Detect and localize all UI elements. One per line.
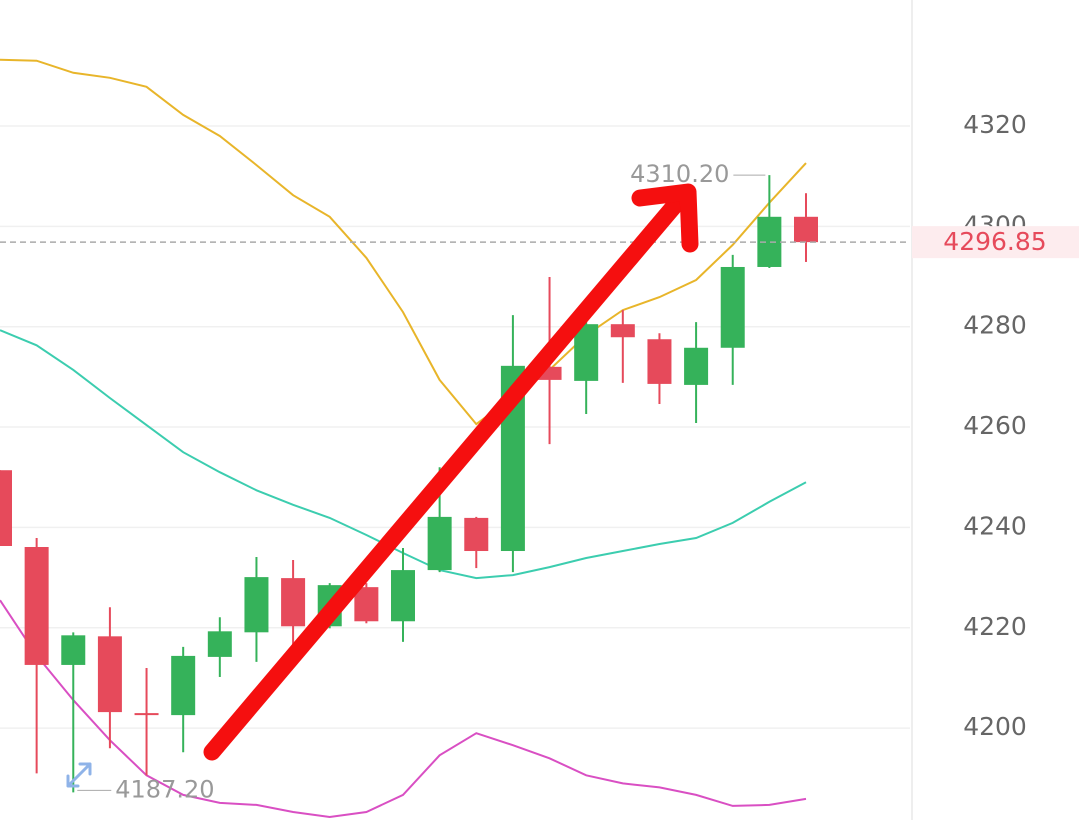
annotation-label: 4187.20	[115, 775, 214, 803]
last-price-tag	[912, 226, 1079, 259]
candle-body	[207, 631, 232, 657]
candle-body	[427, 516, 452, 571]
y-tick-label: 4220	[963, 612, 1027, 641]
candle-body	[97, 636, 122, 713]
candle-body	[281, 578, 306, 627]
candle-body	[647, 339, 672, 384]
arrow-head	[631, 183, 699, 253]
last-price-label: 4296.85	[943, 227, 1046, 256]
candle-body	[391, 570, 415, 622]
candle-body	[24, 547, 49, 665]
candle-body	[610, 324, 635, 338]
candle-body	[574, 324, 599, 381]
y-tick-label: 4240	[963, 511, 1027, 540]
grid	[0, 125, 910, 729]
trend-arrow	[203, 183, 699, 761]
band-line	[0, 58, 807, 426]
y-tick-label: 4320	[963, 110, 1027, 139]
expand-glyph	[66, 762, 92, 788]
band-line	[0, 599, 807, 819]
candle-body	[134, 713, 159, 716]
candle-body	[61, 635, 86, 665]
candles	[0, 175, 818, 793]
arrow-shaft	[203, 195, 685, 761]
candle-body	[684, 347, 709, 385]
y-tick-label: 4260	[963, 411, 1027, 440]
candle-body	[464, 517, 489, 552]
y-tick-label: 4200	[963, 712, 1027, 741]
candle-body	[354, 587, 379, 622]
y-tick-label: 4280	[963, 311, 1027, 340]
annotation-label: 4310.20	[630, 160, 729, 188]
annotations: 4310.20 4187.20	[0, 160, 910, 803]
candle-body	[171, 655, 196, 716]
candle-body	[244, 577, 269, 633]
candle-body	[720, 266, 745, 348]
candle-body	[0, 470, 12, 546]
expand-icon[interactable]	[66, 762, 92, 788]
candle-body	[794, 216, 818, 243]
